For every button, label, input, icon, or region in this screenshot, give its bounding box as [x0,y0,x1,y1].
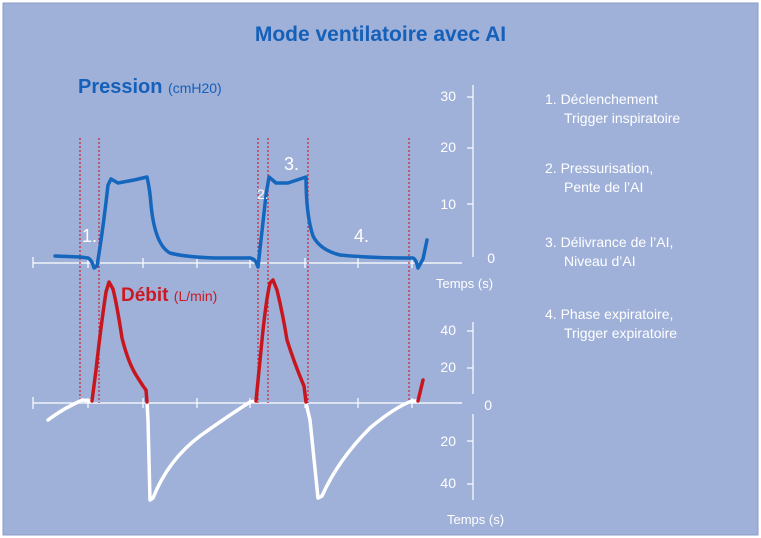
flow-tick-neg20: 20 [440,433,456,449]
legend-item-4-subtitle: Trigger expiratoire [564,325,678,341]
expiratory-flow-curve [304,399,420,500]
pressure-tick-30: 30 [440,88,456,104]
pressure-time-label: Temps (s) [436,276,494,291]
legend-item-1-subtitle: Trigger inspiratoire [564,110,681,126]
flow-tick-20: 20 [440,359,456,375]
pressure-label: Pression (cmH20) [78,76,222,99]
inspiratory-flow-curve [90,280,149,404]
pressure-tick-10: 10 [440,196,456,212]
flow-unit: (L/min) [173,288,218,304]
pressure-tick-0: 0 [487,250,495,266]
diagram-title: Mode ventilatoire avec AI [254,23,507,46]
legend-item-1-title: 1. Déclenchement [545,91,658,107]
phase-marker-2: 2. [257,186,269,202]
legend-item-2-title: 2. Pressurisation, [545,160,654,176]
flow-tick-neg40: 40 [440,475,456,491]
legend-item-2: 2. Pressurisation, Pente de l’AI [545,159,653,197]
pressure-tick-20: 20 [440,139,456,155]
pressure-label-text: Pression [78,76,163,98]
expiratory-flow-curve [46,398,94,422]
legend-item-4: 4. Phase expiratoire, Trigger expiratoir… [545,305,677,343]
inspiratory-flow-curve [254,278,308,404]
flow-label: Débit (L/min) [121,285,217,307]
flow-tick-0: 0 [484,397,492,413]
legend-item-1: 1. Déclenchement Trigger inspiratoire [545,90,680,128]
legend-item-3: 3. Délivrance de l’AI, Niveau d’AI [545,233,673,271]
legend-item-4-title: 4. Phase expiratoire, [545,306,674,322]
inspiratory-flow-curve [416,378,425,403]
pressure-value-axis [467,85,474,257]
pressure-unit: (cmH20) [168,80,222,96]
legend-item-2-subtitle: Pente de l’AI [564,179,644,195]
legend-item-3-subtitle: Niveau d’AI [564,253,636,269]
pressure-curve [53,175,429,270]
flow-time-label: Temps (s) [447,512,505,527]
flow-tick-40: 40 [440,322,456,338]
phase-marker-1: 1. [82,226,98,246]
expiratory-flow-curve [145,399,258,502]
legend-item-3-title: 3. Délivrance de l’AI, [545,234,674,250]
flow-label-text: Débit [121,285,169,306]
phase-marker-lines [79,138,410,403]
phase-marker-4: 4. [354,226,370,246]
phase-marker-3: 3. [284,154,300,174]
flow-value-axis [467,322,474,500]
